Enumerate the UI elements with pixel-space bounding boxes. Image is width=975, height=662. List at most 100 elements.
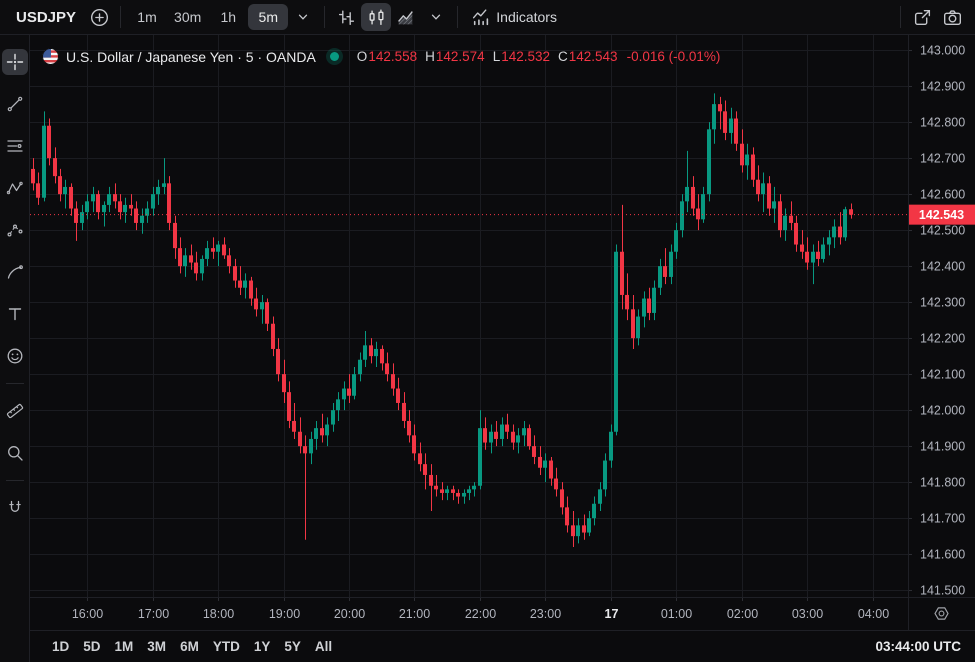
- candle-body: [592, 503, 596, 519]
- candlestick-chart[interactable]: 142.543 141.500 141.600 141.700 141.800 141.9…: [30, 35, 975, 630]
- forecast-icon: [6, 224, 23, 237]
- timeframe-30m-button[interactable]: 30m: [174, 9, 202, 25]
- toolbar-divider: [324, 6, 326, 28]
- text-icon: [8, 308, 21, 321]
- symbol-title[interactable]: U.S. Dollar / Japanese Yen · 5 · OANDA: [66, 48, 316, 65]
- candle-body: [96, 194, 100, 213]
- candle-body: [505, 424, 509, 432]
- timeframe-1h-button[interactable]: 1h: [220, 9, 237, 25]
- tool-emoji[interactable]: [2, 343, 28, 369]
- chart-pane[interactable]: 142.543 141.500 141.600 141.700 141.800 141.9…: [30, 35, 975, 662]
- candle-body: [701, 194, 705, 220]
- axis-settings-button[interactable]: [934, 607, 949, 620]
- candle-body: [663, 266, 667, 277]
- candle-body: [838, 226, 842, 238]
- screenshot-button[interactable]: [937, 3, 967, 31]
- candle-body: [249, 280, 253, 299]
- tool-trend-line[interactable]: [2, 91, 28, 117]
- candle-body: [298, 431, 302, 447]
- range-5y-button[interactable]: 5Y: [284, 639, 301, 654]
- candle-body: [685, 186, 689, 202]
- clock-utc[interactable]: 03:44:00 UTC: [875, 639, 961, 654]
- open-in-new-window-button[interactable]: [907, 3, 937, 31]
- candle-body: [631, 309, 635, 339]
- candle-body: [314, 428, 318, 439]
- candle-body: [189, 255, 193, 263]
- candle-body: [282, 374, 286, 393]
- chart-type-area-button[interactable]: [391, 3, 421, 31]
- trend-line-icon: [7, 96, 22, 112]
- chart-type-dropdown-button[interactable]: [421, 3, 451, 31]
- candle-body: [647, 298, 651, 313]
- range-1m-button[interactable]: 1M: [114, 639, 134, 654]
- timeframe-5m-button[interactable]: 5m: [248, 4, 289, 30]
- market-status-dot[interactable]: [329, 52, 339, 61]
- candle-body: [462, 492, 466, 497]
- price-tick-label: 141.900: [920, 440, 965, 454]
- symbol-button[interactable]: USDJPY: [16, 8, 77, 26]
- tool-fib-retracement[interactable]: [2, 133, 28, 159]
- candle-body: [47, 125, 51, 159]
- hexagon-settings-icon: [934, 607, 949, 620]
- open-value: 142.558: [368, 49, 418, 64]
- range-ytd-button[interactable]: YTD: [212, 639, 240, 654]
- range-1d-button[interactable]: 1D: [52, 639, 70, 654]
- tool-xabcd-pattern[interactable]: [2, 175, 28, 201]
- candle-body: [216, 244, 220, 252]
- price-tick-label: 142.200: [920, 332, 965, 346]
- toolbar-divider: [457, 6, 459, 28]
- crosshair-icon: [6, 53, 23, 71]
- candle-body: [554, 478, 558, 490]
- candle-body: [145, 208, 149, 216]
- candle-body: [712, 104, 716, 130]
- range-1y-button[interactable]: 1Y: [253, 639, 271, 654]
- tool-magnet[interactable]: [2, 495, 28, 521]
- time-axis[interactable]: 16:00 17:00 18:00 19:00 20:00 21:00 22:00 23:00…: [72, 597, 889, 621]
- candle-body: [783, 215, 787, 231]
- chart-type-bars-button[interactable]: [331, 3, 361, 31]
- price-axis[interactable]: 141.500 141.600 141.700 141.800 141.900 142.0…: [908, 44, 965, 598]
- candle-body: [412, 435, 416, 454]
- candle-body: [718, 104, 722, 112]
- symbol-legend[interactable]: U.S. Dollar / Japanese Yen · 5 · OANDA O…: [42, 48, 720, 65]
- timeframe-dropdown-button[interactable]: [288, 3, 318, 31]
- timeframe-1m-button[interactable]: 1m: [137, 9, 157, 25]
- candle-body: [423, 464, 427, 475]
- tool-crosshair[interactable]: [1, 49, 28, 75]
- range-5d-button[interactable]: 5D: [83, 639, 101, 654]
- candle-body: [107, 194, 111, 205]
- last-price-layer: 142.543: [30, 204, 975, 225]
- range-3m-button[interactable]: 3M: [147, 639, 167, 654]
- candle-body: [358, 359, 362, 375]
- indicators-button[interactable]: Indicators: [464, 4, 564, 30]
- candle-body: [527, 428, 531, 447]
- candle-body: [85, 201, 89, 213]
- toolbar-divider: [900, 6, 901, 28]
- tool-forecast[interactable]: [2, 217, 28, 243]
- candle-body: [761, 183, 765, 195]
- candle-body: [652, 287, 656, 313]
- compare-add-symbol-button[interactable]: [84, 3, 114, 31]
- tool-measure[interactable]: [2, 398, 28, 424]
- candle-body: [151, 194, 155, 209]
- candle-body: [832, 226, 836, 238]
- range-all-button[interactable]: All: [314, 639, 333, 654]
- range-6m-button[interactable]: 6M: [180, 639, 199, 654]
- price-tick-label: 141.600: [920, 548, 965, 562]
- candle-body: [211, 248, 215, 252]
- candle-body: [571, 525, 575, 537]
- candle-body: [582, 525, 586, 533]
- chevron-down-icon: [299, 14, 308, 20]
- candle-body: [91, 194, 95, 202]
- time-tick-label: 17:00: [138, 607, 169, 621]
- tool-text[interactable]: [2, 301, 28, 327]
- tool-brush[interactable]: [2, 259, 28, 285]
- candle-body: [162, 183, 166, 187]
- candle-body: [233, 266, 237, 281]
- candle-body: [396, 388, 400, 403]
- date-range-switcher: 1D 5D 1M 3M 6M YTD 1Y 5Y All: [52, 639, 332, 654]
- indicators-label: Indicators: [496, 9, 557, 25]
- tool-zoom[interactable]: [2, 440, 28, 466]
- chart-type-candles-button[interactable]: [361, 3, 392, 31]
